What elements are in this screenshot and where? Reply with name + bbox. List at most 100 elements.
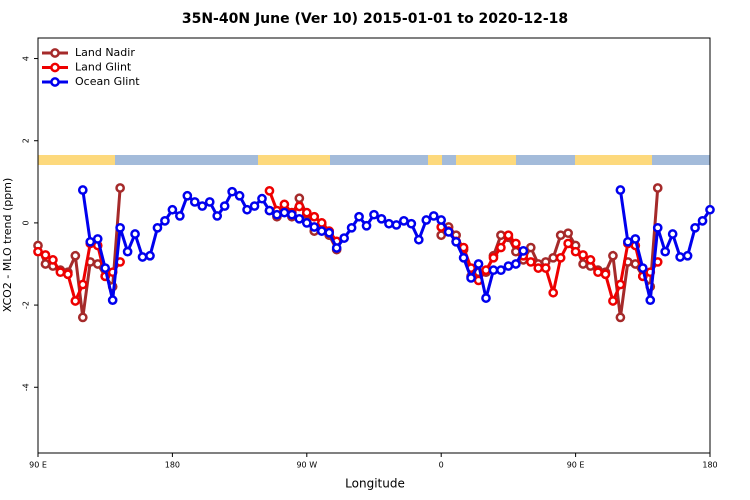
- data-point: [77, 312, 88, 323]
- data-point: [413, 234, 424, 245]
- data-point: [249, 201, 260, 211]
- data-point: [615, 312, 626, 323]
- data-point: [346, 222, 357, 233]
- data-point: [503, 230, 514, 241]
- x-tick-label: 180: [702, 461, 717, 470]
- data-point: [272, 209, 282, 220]
- data-point: [361, 220, 372, 231]
- data-point: [152, 222, 163, 233]
- data-point: [55, 267, 66, 278]
- data-point: [301, 207, 312, 218]
- data-point: [682, 250, 693, 261]
- data-point: [570, 246, 581, 257]
- data-point: [428, 211, 439, 221]
- data-point: [339, 233, 349, 243]
- data-point: [697, 215, 708, 226]
- data-point: [600, 269, 611, 280]
- data-point: [578, 259, 588, 269]
- data-point: [555, 230, 566, 241]
- data-point: [421, 215, 432, 225]
- data-point: [279, 199, 290, 210]
- data-point: [705, 204, 715, 215]
- x-tick-label: 90 E: [567, 461, 585, 470]
- data-point: [518, 245, 529, 256]
- data-point: [615, 279, 626, 290]
- x-tick-label: 180: [165, 461, 180, 470]
- land-ocean-strip: [38, 155, 710, 165]
- data-point: [234, 190, 245, 201]
- y-tick-label: 4: [22, 56, 31, 61]
- data-point: [511, 259, 521, 269]
- x-axis-label: Longitude: [345, 477, 405, 491]
- data-point: [287, 209, 297, 220]
- legend-label: Land Nadir: [75, 46, 135, 59]
- data-point: [301, 218, 312, 228]
- y-axis-label: XCO2 - MLO trend (ppm): [1, 178, 14, 313]
- data-point: [77, 279, 88, 290]
- data-point: [294, 193, 305, 204]
- data-point: [488, 265, 499, 276]
- data-point: [309, 222, 320, 232]
- y-tick-label: 0: [22, 220, 31, 225]
- data-point: [608, 250, 618, 261]
- data-point: [496, 242, 506, 253]
- legend-marker: [50, 62, 60, 73]
- data-point: [137, 252, 148, 262]
- legend-marker: [50, 77, 60, 87]
- data-point: [436, 215, 447, 225]
- data-point: [63, 269, 73, 280]
- data-point: [660, 246, 671, 257]
- data-point: [204, 197, 215, 207]
- data-point: [40, 259, 51, 269]
- data-point: [279, 207, 290, 218]
- data-point: [309, 211, 320, 222]
- legend-label: Ocean Glint: [75, 75, 140, 88]
- data-point: [630, 234, 641, 244]
- data-point: [481, 293, 491, 303]
- x-tick-label: 90 W: [296, 461, 317, 470]
- legend-marker: [50, 48, 60, 58]
- data-point: [563, 238, 573, 249]
- data-point: [675, 252, 685, 262]
- data-point: [264, 205, 275, 216]
- data-point: [316, 226, 327, 236]
- data-point: [182, 190, 193, 201]
- data-point: [615, 185, 626, 195]
- data-point: [85, 236, 96, 247]
- data-point: [667, 229, 678, 239]
- data-point: [496, 230, 506, 241]
- data-point: [458, 252, 469, 263]
- data-point: [115, 222, 125, 233]
- data-point: [645, 295, 656, 305]
- data-point: [40, 250, 51, 260]
- x-tick-label: 90 E: [29, 461, 47, 470]
- data-point: [473, 259, 484, 269]
- data-point: [167, 204, 178, 215]
- data-point: [511, 238, 521, 249]
- data-point: [160, 215, 170, 226]
- data-point: [264, 186, 275, 196]
- data-point: [324, 227, 335, 238]
- data-point: [369, 209, 379, 220]
- data-point: [436, 230, 447, 241]
- data-point: [608, 296, 618, 306]
- data-point: [354, 211, 364, 222]
- data-point: [578, 250, 588, 260]
- data-point: [294, 213, 305, 224]
- data-point: [197, 201, 208, 211]
- data-point: [175, 211, 185, 221]
- data-point: [376, 213, 387, 224]
- data-point: [466, 273, 476, 283]
- data-point: [548, 287, 559, 298]
- data-point: [690, 222, 700, 233]
- data-point: [399, 215, 409, 226]
- legend-label: Land Glint: [75, 61, 132, 74]
- data-point: [548, 252, 559, 263]
- data-point: [496, 265, 506, 276]
- data-point: [77, 185, 88, 195]
- data-point: [637, 263, 648, 273]
- data-point: [555, 252, 566, 263]
- data-point: [443, 227, 454, 237]
- data-point: [525, 242, 536, 253]
- data-point: [652, 222, 663, 233]
